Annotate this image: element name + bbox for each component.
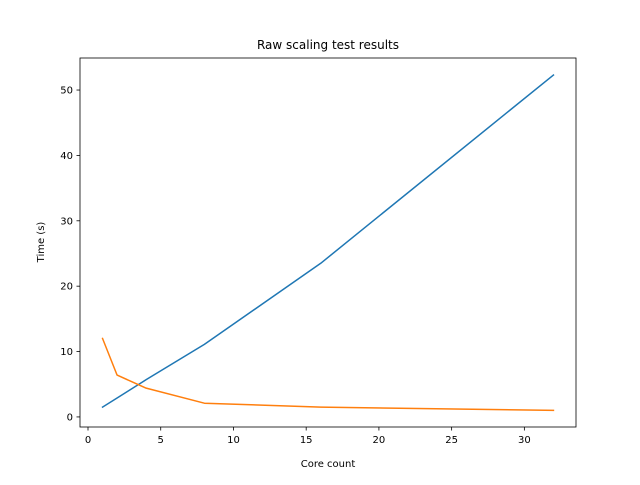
x-tick-label: 0 — [85, 435, 91, 446]
x-tick-label: 5 — [158, 435, 164, 446]
x-axis-label: Core count — [301, 459, 356, 470]
series-line-1 — [101, 73, 555, 409]
x-tick-label: 15 — [300, 435, 313, 446]
y-tick-label: 50 — [60, 86, 73, 97]
y-tick-label: 0 — [67, 412, 73, 423]
series-line-2 — [101, 337, 555, 412]
y-tick-label: 40 — [60, 151, 73, 162]
series-layer — [101, 73, 555, 412]
x-axis-ticks: 0 5 10 15 20 25 30 — [85, 427, 531, 446]
y-tick-label: 30 — [60, 216, 73, 227]
x-tick-label: 10 — [227, 435, 240, 446]
y-tick-label: 10 — [60, 347, 73, 358]
x-tick-label: 30 — [518, 435, 531, 446]
x-tick-label: 25 — [445, 435, 458, 446]
x-tick-label: 20 — [373, 435, 386, 446]
y-tick-label: 20 — [60, 282, 73, 293]
chart-title: Raw scaling test results — [257, 38, 399, 52]
y-axis-ticks: 0 10 20 30 40 50 — [60, 86, 80, 423]
plot-frame — [79, 57, 577, 428]
y-axis-label: Time (s) — [36, 222, 47, 264]
